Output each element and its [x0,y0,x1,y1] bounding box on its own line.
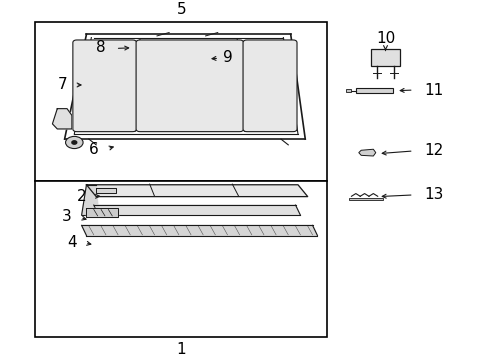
Polygon shape [345,89,351,92]
Text: 11: 11 [424,82,443,98]
Polygon shape [96,188,116,193]
Bar [35,181,326,337]
Polygon shape [370,49,399,66]
FancyBboxPatch shape [73,40,136,132]
Text: 5: 5 [176,2,186,17]
Text: 10: 10 [375,31,394,46]
Polygon shape [86,185,307,197]
Polygon shape [81,185,99,215]
Polygon shape [358,149,375,156]
Text: 8: 8 [96,40,106,55]
FancyBboxPatch shape [136,40,243,132]
Text: 3: 3 [62,210,72,224]
FancyBboxPatch shape [243,40,296,132]
Text: 9: 9 [222,50,232,66]
Text: 4: 4 [67,235,77,250]
Text: 7: 7 [57,77,67,93]
Text: 13: 13 [424,188,443,202]
Polygon shape [356,88,392,94]
Text: 2: 2 [77,189,86,204]
Text: 12: 12 [424,143,443,158]
Polygon shape [94,205,300,215]
Polygon shape [52,109,72,129]
Polygon shape [348,198,382,200]
Polygon shape [86,208,118,217]
Circle shape [65,136,83,149]
Bar [35,22,326,181]
Text: 6: 6 [89,142,99,157]
Text: 1: 1 [176,342,186,357]
Polygon shape [81,225,317,235]
Circle shape [72,141,77,144]
